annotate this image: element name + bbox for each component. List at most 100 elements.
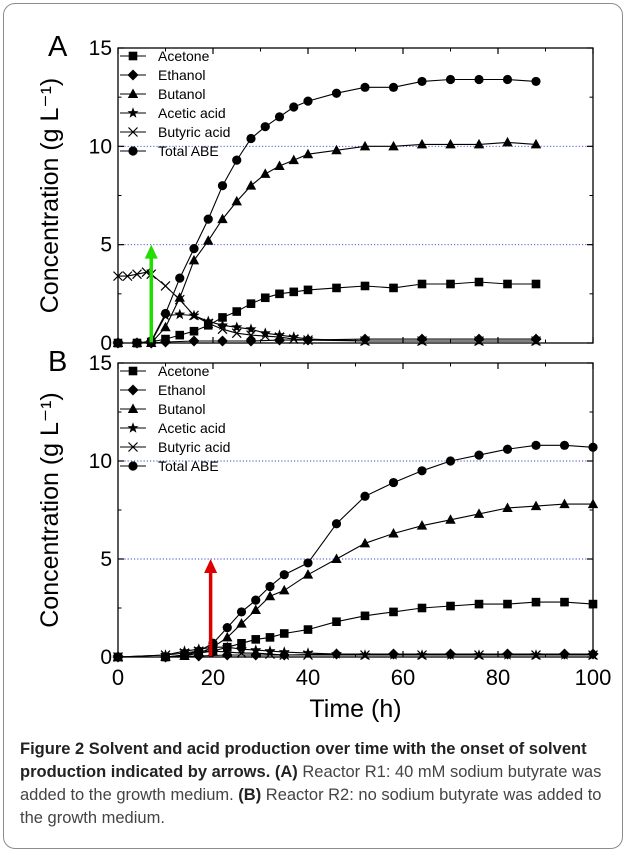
data-point — [531, 279, 541, 289]
data-point — [388, 140, 399, 151]
legend-marker — [128, 366, 138, 376]
y-tick-label: 5 — [100, 234, 112, 257]
data-point — [502, 502, 513, 513]
data-point — [559, 498, 570, 509]
y-tick-label: 5 — [100, 548, 112, 571]
data-point — [260, 168, 271, 178]
data-point — [417, 650, 427, 660]
data-point — [274, 112, 285, 122]
data-point — [189, 310, 199, 321]
data-point — [416, 520, 428, 530]
data-point — [274, 160, 285, 170]
data-point — [473, 138, 485, 149]
caption-lead: Figure 2 Solvent and acid production ove… — [20, 740, 587, 781]
data-point — [250, 644, 262, 655]
data-point — [250, 604, 261, 614]
y-tick-label: 0 — [100, 646, 112, 669]
data-point — [417, 76, 427, 87]
data-point — [278, 646, 290, 657]
data-point — [160, 281, 171, 291]
data-point — [502, 74, 513, 85]
data-point — [174, 294, 185, 305]
x-tick-label: 60 — [391, 665, 415, 690]
data-point — [474, 599, 484, 609]
data-point — [250, 648, 261, 659]
data-point — [246, 133, 256, 144]
legend-marker — [127, 422, 139, 433]
legend-marker — [127, 69, 139, 81]
data-point — [203, 321, 213, 330]
data-point — [245, 180, 257, 190]
data-point — [503, 279, 512, 289]
data-point — [446, 601, 455, 611]
data-point — [279, 570, 289, 580]
data-point — [160, 308, 171, 319]
data-point — [388, 477, 399, 488]
onset-arrow-head — [144, 244, 158, 259]
data-point — [265, 633, 275, 642]
data-point — [179, 650, 190, 660]
data-point — [288, 331, 300, 342]
data-point — [202, 315, 214, 327]
data-point — [531, 440, 541, 450]
x-tick-label: 40 — [296, 665, 320, 690]
onset-arrow-head — [204, 559, 218, 573]
data-point — [303, 285, 313, 295]
data-point — [236, 643, 247, 654]
data-point — [265, 581, 275, 592]
data-point — [417, 466, 427, 476]
data-point — [360, 281, 370, 291]
data-point — [189, 326, 199, 336]
data-point — [236, 618, 247, 628]
data-point — [332, 283, 341, 293]
data-point — [174, 308, 186, 320]
caption-a-label: (A) — [274, 763, 298, 781]
series-total-abe — [113, 440, 598, 662]
legend-marker — [128, 461, 138, 471]
data-point — [188, 335, 200, 347]
data-point — [531, 597, 541, 607]
data-point — [222, 623, 232, 633]
data-point — [217, 324, 228, 335]
data-point — [360, 611, 370, 621]
x-axis-label: Time (h) — [309, 695, 401, 723]
data-point — [194, 646, 204, 656]
data-point — [264, 590, 276, 601]
data-point — [175, 273, 185, 283]
data-point — [260, 122, 270, 132]
data-point — [474, 74, 484, 85]
data-point — [445, 514, 456, 524]
data-point — [531, 650, 541, 660]
x-tick-label: 20 — [201, 665, 225, 690]
data-point — [331, 519, 342, 529]
data-point — [359, 140, 371, 151]
data-point — [203, 235, 214, 245]
data-point — [445, 456, 456, 466]
data-point — [245, 323, 257, 334]
data-point — [237, 638, 246, 648]
data-point — [260, 293, 270, 303]
data-point — [331, 648, 342, 659]
figure-caption: Figure 2 Solvent and acid production ove… — [20, 738, 610, 830]
legend-label: Butanol — [158, 86, 205, 102]
data-point — [302, 148, 314, 159]
series-butanol — [112, 498, 599, 661]
y-tick-label: 10 — [89, 135, 112, 158]
legend-label: Butyric acid — [158, 124, 230, 140]
x-tick-label: 80 — [486, 665, 510, 690]
legend: Acetone Ethanol Butanol Acetic acid Butyric … — [120, 363, 230, 474]
legend-marker — [127, 88, 139, 98]
data-point — [474, 650, 484, 660]
data-point — [388, 528, 399, 538]
legend-label: Acetic acid — [158, 105, 226, 121]
legend-marker — [128, 51, 138, 61]
panel-label: A — [48, 31, 68, 63]
series-line — [118, 503, 593, 658]
data-point — [531, 76, 541, 87]
data-point — [232, 155, 242, 165]
data-point — [530, 500, 542, 511]
data-point — [331, 553, 342, 563]
legend-marker — [128, 127, 138, 137]
data-point — [388, 82, 399, 92]
data-point — [530, 138, 542, 149]
